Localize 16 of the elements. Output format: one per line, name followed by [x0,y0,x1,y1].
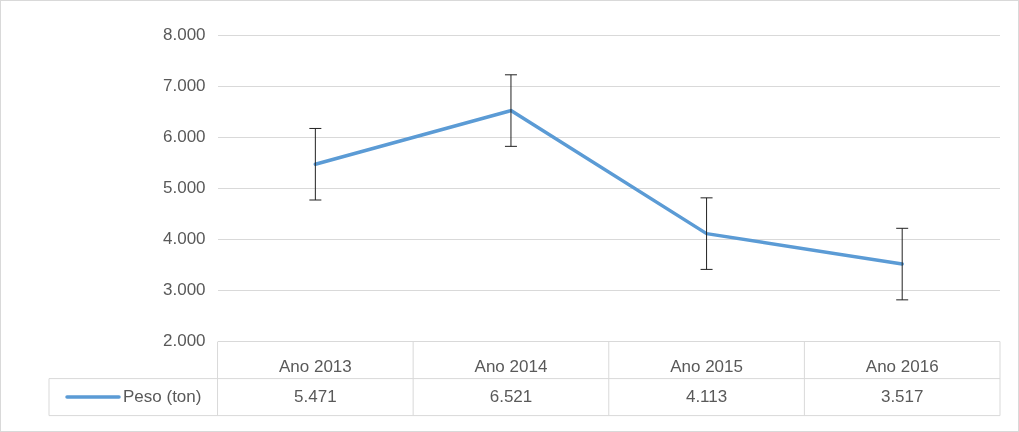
y-tick-label: 6.000 [162,126,206,146]
y-tick-label: 2.000 [162,331,206,351]
x-tick-label: Ano 2015 [670,357,743,377]
y-tick-label: 3.000 [162,280,206,300]
data-label: 6.521 [489,386,533,406]
y-tick-label: 5.000 [162,177,206,197]
y-tick-label: 7.000 [162,75,206,95]
data-label: 3.517 [880,386,924,406]
legend-label: Peso (ton) [123,386,202,406]
x-tick-label: Ano 2014 [474,357,548,377]
x-tick-label: Ano 2016 [865,357,939,377]
y-tick-label: 4.000 [162,229,206,249]
data-label: 4.113 [685,386,728,406]
data-label: 5.471 [294,386,337,406]
y-tick-label: 8.000 [162,24,206,44]
x-tick-label: Ano 2013 [278,357,352,377]
